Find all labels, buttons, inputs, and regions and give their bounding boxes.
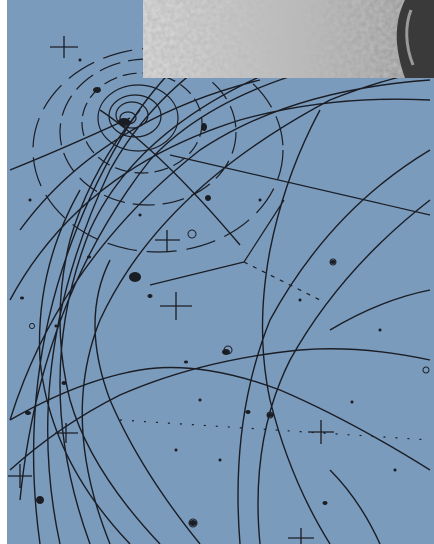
photo-object-highlight <box>405 9 415 66</box>
photo-grain <box>143 0 434 78</box>
straight-tracks <box>119 39 431 441</box>
photo-dark-object <box>396 0 434 78</box>
bubble-rings <box>29 229 430 528</box>
blue-track-panel <box>7 0 434 544</box>
photo-inset <box>143 0 434 78</box>
particle-tracks-drawing <box>7 0 434 544</box>
bubble-specks <box>20 58 397 526</box>
grainy-photo <box>143 0 434 78</box>
fiducial-crosses <box>8 36 334 544</box>
